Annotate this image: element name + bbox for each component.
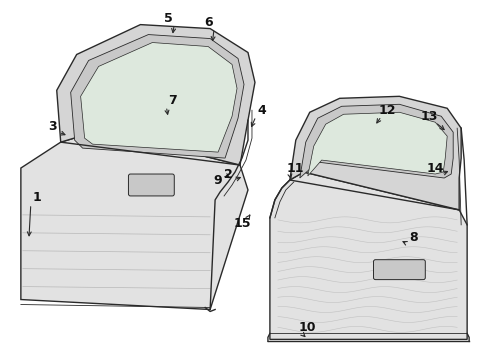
Text: 6: 6 [204, 16, 213, 29]
Text: 7: 7 [168, 94, 177, 107]
Text: 4: 4 [258, 104, 266, 117]
FancyBboxPatch shape [128, 174, 174, 196]
Text: 11: 11 [287, 162, 305, 175]
Polygon shape [290, 96, 461, 210]
Text: 8: 8 [409, 231, 417, 244]
Polygon shape [57, 24, 255, 165]
Polygon shape [71, 35, 244, 158]
Text: 5: 5 [164, 12, 172, 25]
Text: 12: 12 [379, 104, 396, 117]
Text: 14: 14 [426, 162, 444, 175]
Polygon shape [300, 104, 453, 178]
Text: 2: 2 [224, 167, 232, 180]
FancyBboxPatch shape [373, 260, 425, 280]
Polygon shape [21, 130, 248, 310]
Polygon shape [308, 112, 447, 176]
Text: 9: 9 [214, 174, 222, 186]
Polygon shape [81, 42, 237, 152]
Text: 13: 13 [420, 110, 438, 123]
Text: 1: 1 [32, 192, 41, 204]
Text: 3: 3 [49, 120, 57, 133]
Text: 10: 10 [299, 321, 317, 334]
Polygon shape [270, 172, 467, 339]
Text: 15: 15 [233, 217, 251, 230]
